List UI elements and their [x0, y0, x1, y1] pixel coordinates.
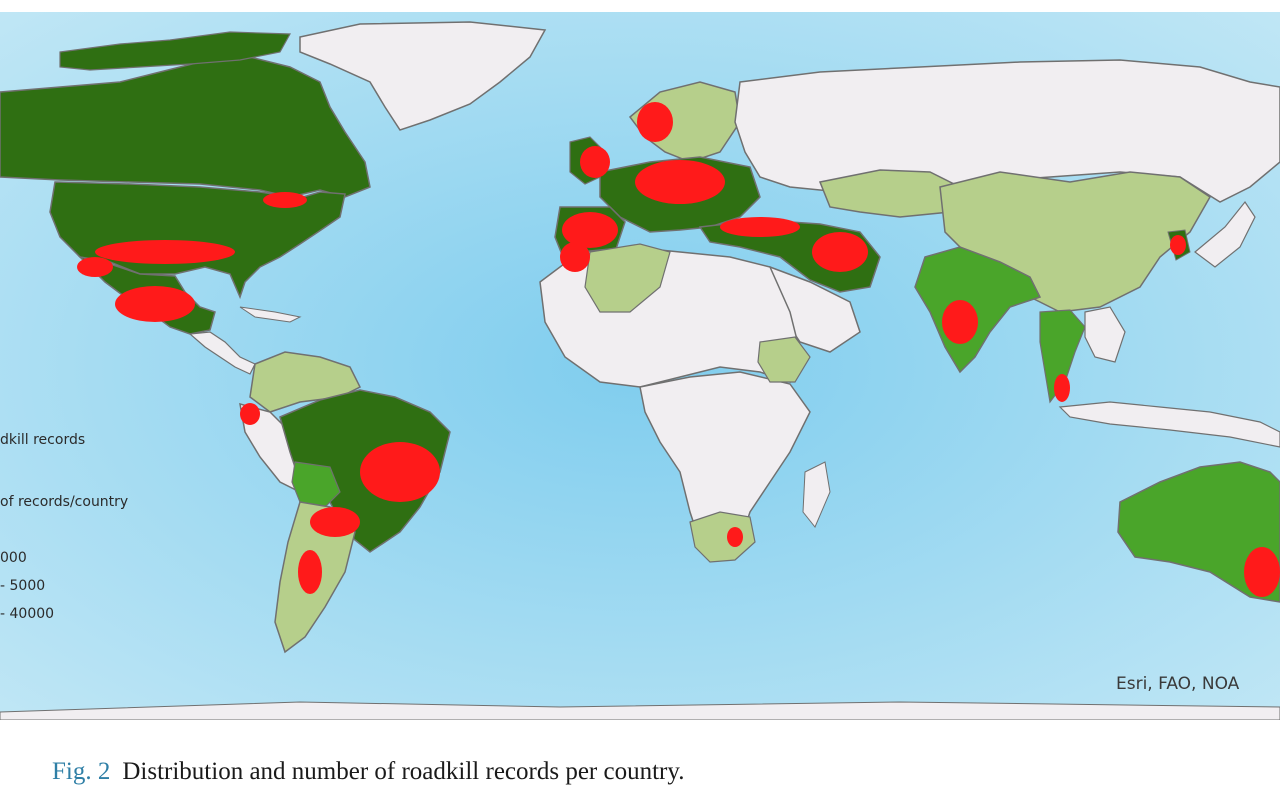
south-africa: [689, 511, 756, 563]
canada: [0, 56, 371, 198]
arctic-islands: [59, 31, 292, 71]
roadkill-records-layer: [77, 102, 1280, 597]
greenland: [299, 21, 547, 131]
records-cluster-iran: [812, 232, 868, 272]
records-cluster-california: [77, 257, 113, 277]
legend-class-2: - 5000: [0, 578, 46, 594]
figure-label: Fig. 2: [52, 758, 111, 785]
records-cluster-scandinavia: [637, 102, 673, 142]
records-cluster-uk: [580, 146, 610, 178]
records-cluster-paraguay: [310, 507, 360, 537]
records-cluster-korea: [1170, 235, 1186, 255]
records-cluster-brazil-east: [360, 442, 440, 502]
records-cluster-turkey: [720, 217, 800, 237]
records-cluster-south-africa: [727, 527, 743, 547]
legend-subtitle: of records/country: [0, 494, 129, 510]
algeria-morocco: [584, 243, 671, 313]
caption-text: Distribution and number of roadkill reco…: [122, 758, 685, 785]
records-cluster-india: [942, 300, 978, 344]
records-cluster-malaysia: [1054, 374, 1070, 402]
indochina: [1084, 306, 1126, 363]
central-america: [188, 331, 256, 375]
records-cluster-morocco: [560, 242, 590, 272]
records-cluster-europe: [635, 160, 725, 204]
map-canvas[interactable]: [0, 12, 1280, 720]
world-map[interactable]: dkill records of records/country 000 - 5…: [0, 12, 1280, 720]
records-cluster-northeast: [263, 192, 307, 208]
legend-title: dkill records: [0, 432, 86, 448]
scandinavia: [628, 81, 741, 163]
india: [914, 246, 1042, 374]
australia: [1117, 461, 1280, 603]
antarctica: [0, 701, 1280, 720]
ethiopia: [757, 336, 811, 383]
records-cluster-australia-se: [1244, 547, 1280, 597]
madagascar: [802, 461, 831, 528]
records-cluster-mexico: [115, 286, 195, 322]
figure-caption: Fig. 2 Distribution and number of roadkil…: [52, 758, 684, 786]
map-attribution: Esri, FAO, NOA: [1116, 674, 1240, 694]
records-cluster-argentina: [298, 550, 322, 594]
legend-class-1: 000: [0, 550, 27, 566]
legend-class-3: - 40000: [0, 606, 55, 622]
caribbean: [239, 306, 302, 323]
records-cluster-colombia: [240, 403, 260, 425]
indonesia: [1058, 401, 1280, 448]
records-cluster-usa: [95, 240, 235, 264]
japan: [1194, 200, 1256, 268]
records-cluster-spain: [562, 212, 618, 248]
